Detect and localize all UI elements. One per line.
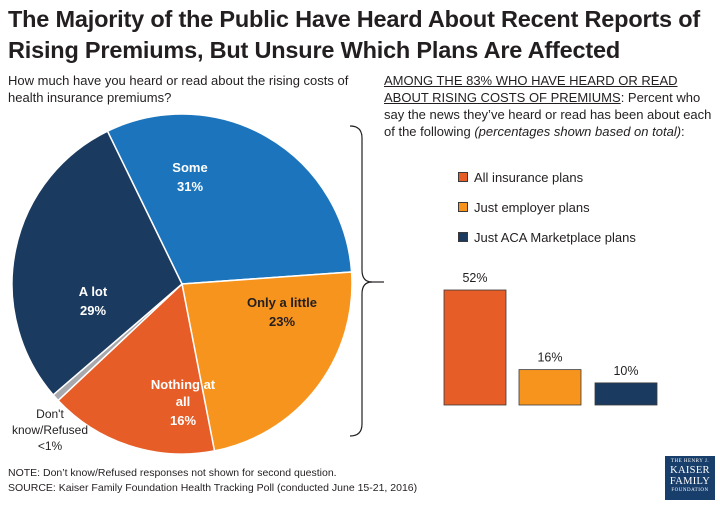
legend-label-employer: Just employer plans bbox=[474, 199, 590, 215]
pie-label-dont-know-line2: know/Refused bbox=[12, 423, 88, 437]
pie-slice-nothing-at-all bbox=[57, 282, 216, 455]
logo-line1: THE HENRY J. bbox=[670, 459, 710, 464]
pie-value-dont-know: <1% bbox=[38, 439, 63, 453]
bracket bbox=[349, 125, 373, 437]
pie-question: How much have you heard or read about th… bbox=[8, 73, 349, 105]
pie-value-a-lot: 29% bbox=[80, 303, 106, 318]
bar-value-just-aca-marketplace-plans: 10% bbox=[613, 364, 638, 378]
pie-value-nothing-at-all: 16% bbox=[170, 413, 196, 428]
bar-just-employer-plans bbox=[518, 369, 582, 406]
kff-logo: THE HENRY J. KAISER FAMILY FOUNDATION bbox=[665, 456, 715, 500]
legend-label-aca: Just ACA Marketplace plans bbox=[474, 229, 636, 245]
bar-question-italic: (percentages shown based on total) bbox=[474, 124, 682, 139]
legend-item-all: All insurance plans bbox=[458, 162, 636, 192]
logo-line4: FOUNDATION bbox=[671, 488, 709, 493]
logo-line3: FAMILY bbox=[669, 476, 711, 487]
legend-swatch-employer bbox=[458, 202, 468, 212]
chart-title: The Majority of the Public Have Heard Ab… bbox=[8, 6, 701, 63]
pie-label-only-a-little: Only a little bbox=[247, 295, 317, 310]
pie-slice-some bbox=[106, 113, 353, 285]
legend-item-employer: Just employer plans bbox=[458, 192, 636, 222]
bar-legend: All insurance plans Just employer plans … bbox=[458, 162, 636, 252]
bar-question-underlined: AMONG THE 83% WHO HAVE HEARD OR READ ABO… bbox=[384, 73, 678, 105]
pie-label-nothing-at-all-line1: Nothing at bbox=[151, 377, 216, 392]
pie-label-a-lot: A lot bbox=[79, 284, 108, 299]
bar-chart: 52% 16% 10% bbox=[443, 271, 658, 406]
bar-question-end: : bbox=[681, 124, 685, 139]
footnote: NOTE: Don’t know/Refused responses not s… bbox=[8, 466, 568, 496]
legend-swatch-aca bbox=[458, 232, 468, 242]
bar-value-all-insurance-plans: 52% bbox=[462, 271, 487, 285]
pie-slice-a-lot bbox=[11, 130, 183, 396]
legend-label-all: All insurance plans bbox=[474, 169, 584, 185]
bar-all-insurance-plans bbox=[443, 289, 507, 406]
pie-value-only-a-little: 23% bbox=[269, 314, 295, 329]
pie-value-some: 31% bbox=[177, 179, 203, 194]
pie-slice-only-a-little bbox=[181, 271, 353, 452]
logo-line2: KAISER bbox=[670, 465, 710, 476]
bar-question: AMONG THE 83% WHO HAVE HEARD OR READ ABO… bbox=[384, 72, 716, 140]
pie-label-nothing-at-all-line2: all bbox=[176, 394, 190, 409]
note-text: NOTE: Don’t know/Refused responses not s… bbox=[8, 467, 337, 479]
bar-just-aca-marketplace-plans bbox=[594, 382, 658, 406]
legend-swatch-all bbox=[458, 172, 468, 182]
pie-label-dont-know-line1: Don't bbox=[36, 407, 64, 421]
bar-value-just-employer-plans: 16% bbox=[537, 351, 562, 365]
legend-item-aca: Just ACA Marketplace plans bbox=[458, 222, 636, 252]
pie-chart: Some 31% Only a little 23% Nothing at all 16% A… bbox=[11, 113, 353, 455]
pie-label-some: Some bbox=[172, 160, 207, 175]
bar-question-text: : Percent who say the news they’ve heard… bbox=[384, 90, 712, 139]
source-text: SOURCE: Kaiser Family Foundation Health … bbox=[8, 482, 418, 494]
